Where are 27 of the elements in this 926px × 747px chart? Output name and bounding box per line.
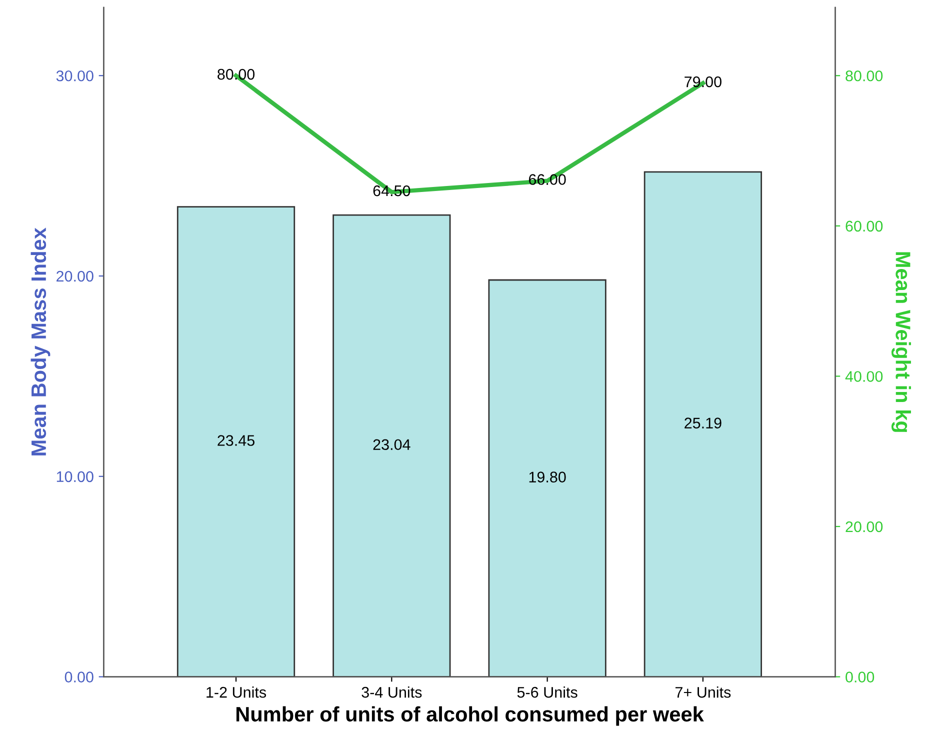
x-tick-label: 7+ Units	[676, 686, 731, 698]
y2-tick-label: 60.00	[846, 220, 883, 232]
bar	[176, 206, 296, 677]
data-label: 23.45	[218, 435, 254, 446]
x-tick-label: 5-6 Units	[517, 686, 578, 698]
y2-tick-label: 20.00	[846, 521, 883, 532]
y2-tick-label: 0.00	[846, 672, 874, 682]
y2-tick-label: 40.00	[845, 371, 883, 382]
data-label: 25.19	[684, 418, 722, 428]
x-axis-title: Number of units of alcohol consumed per week	[236, 706, 704, 726]
data-label: 19.80	[529, 472, 566, 482]
data-label: 64.50	[373, 185, 410, 196]
x-tick-label: 1-2 Units	[206, 686, 266, 698]
data-label: 79.00	[684, 76, 722, 88]
y-axis-title: Mean Body Mass Index	[30, 228, 50, 456]
bar	[332, 214, 451, 677]
y-tick-label: 10.00	[56, 471, 94, 482]
y2-axis-title: Mean Weight in kg	[891, 252, 911, 432]
y-tick-label: 0.00	[64, 672, 94, 682]
y-tick-label: 30.00	[56, 70, 94, 82]
y2-tick-label: 80.00	[846, 70, 883, 82]
bar	[644, 171, 762, 677]
y-tick-label: 20.00	[56, 270, 94, 282]
data-label: 80.00	[218, 68, 255, 80]
x-tick-label: 3-4 Units	[362, 686, 422, 698]
data-label: 23.04	[373, 439, 410, 450]
bar	[488, 279, 606, 677]
